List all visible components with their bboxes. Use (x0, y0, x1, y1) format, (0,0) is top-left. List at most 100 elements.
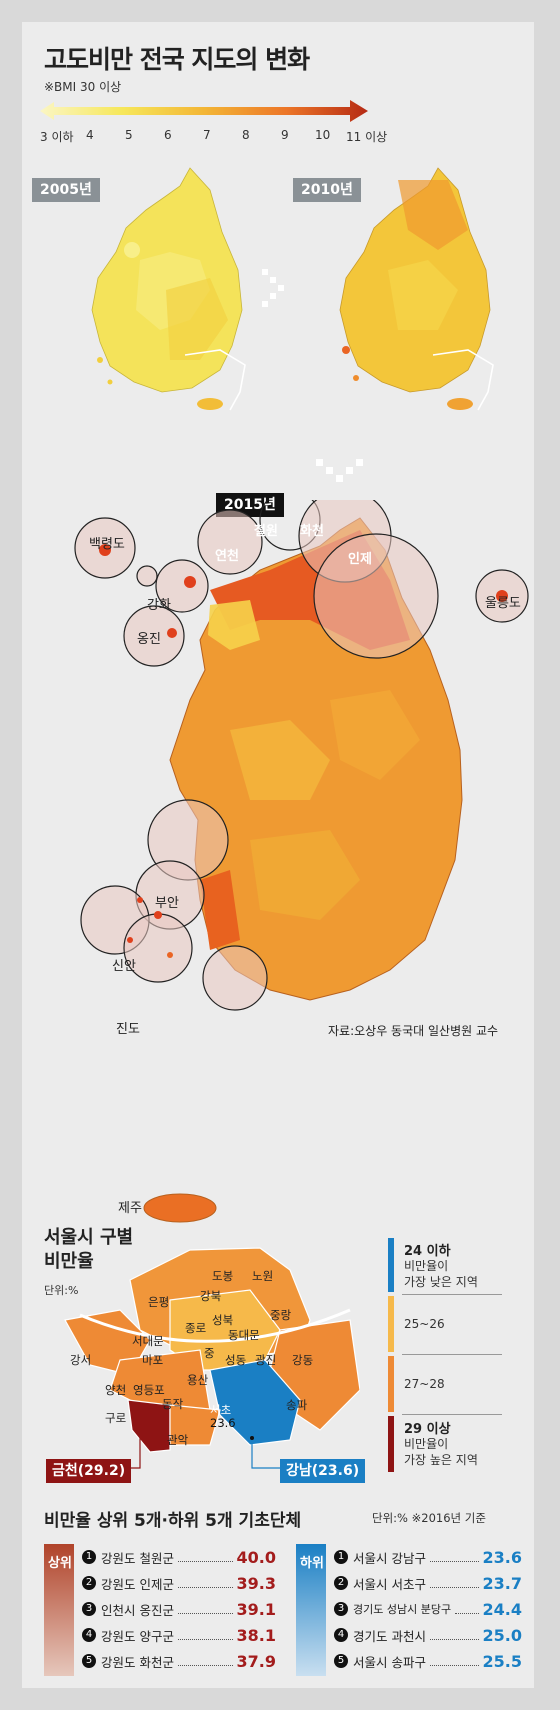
source-credit: 자료:오상우 동국대 일산병원 교수 (328, 1024, 499, 1038)
district-nowon: 노원 (252, 1269, 274, 1283)
seoul-title-line1: 서울시 구별 (44, 1227, 134, 1248)
scale-label-8: 11 이상 (346, 130, 388, 144)
seoul-legend: 24 이하 비만율이 가장 낮은 지역 25~26 27~28 29 이상 비만… (388, 1238, 508, 1472)
seoul-unit: 단위:% (44, 1284, 79, 1297)
scale-label-6: 9 (281, 128, 289, 142)
rank-number: 5 (82, 1654, 96, 1668)
district-seodaemun: 서대문 (132, 1334, 164, 1348)
callout-geumcheon: 금천(29.2) (46, 1459, 132, 1483)
region-value: 25.0 (482, 1625, 522, 1645)
legend-bar-mid2 (388, 1356, 394, 1412)
district-gangseo: 강서 (70, 1353, 92, 1367)
district-dobong: 도봉 (212, 1269, 234, 1283)
seoul-title: 서울시 구별 비만율 (44, 1226, 133, 1274)
region-name: 서울시 송파구 (353, 1654, 426, 1670)
region-label-yeoncheon: 연천 (215, 549, 239, 564)
rank-number: 3 (334, 1602, 348, 1616)
korea-map-2015 (74, 500, 529, 1223)
legend-low-title: 24 이하 (404, 1244, 451, 1259)
rank-number: 1 (334, 1550, 348, 1564)
legend-divider-1 (402, 1294, 502, 1295)
legend-bar-low (388, 1238, 394, 1292)
legend-bar-mid1 (388, 1296, 394, 1352)
district-gangdong: 강동 (292, 1353, 314, 1367)
region-value: 23.7 (482, 1573, 522, 1593)
district-jungnang: 중랑 (270, 1308, 292, 1322)
legend-mid1-title: 25~26 (404, 1317, 445, 1331)
rank-number: 2 (334, 1576, 348, 1590)
district-seocho-value: 23.6 (210, 1416, 236, 1430)
legend-low-desc2: 가장 낮은 지역 (404, 1275, 478, 1289)
region-label-ongjin: 옹진 (137, 632, 161, 647)
page-subtitle: ※BMI 30 이상 (44, 80, 122, 94)
legend-low-desc1: 비만율이 (404, 1259, 449, 1273)
list-item: 5 강원도 화천군 37.9 (82, 1648, 276, 1674)
list-item: 4 경기도 과천시 25.0 (334, 1622, 522, 1648)
region-label-jindo: 진도 (116, 1022, 140, 1037)
scale-label-5: 8 (242, 128, 250, 142)
korea-map-2005 (91, 167, 246, 411)
region-label-jeju: 제주 (118, 1201, 142, 1216)
district-gwangjin: 광진 (255, 1353, 277, 1367)
top-list: 1 강원도 철원군 40.0 2 강원도 인제군 39.3 3 인천시 옹진군 39.1 4… (82, 1544, 276, 1674)
district-gangbuk: 강북 (200, 1289, 222, 1303)
scale-label-0: 3 이하 (40, 130, 74, 144)
list-item: 1 서울시 강남구 23.6 (334, 1544, 522, 1570)
district-eunpyeong: 은평 (148, 1295, 170, 1309)
scale-label-2: 5 (125, 128, 133, 142)
district-dongjak: 동작 (162, 1397, 184, 1411)
region-name: 강원도 철원군 (101, 1550, 174, 1566)
scale-label-4: 7 (203, 128, 211, 142)
region-label-inje: 인제 (348, 552, 372, 567)
legend-high-desc2: 가장 높은 지역 (404, 1453, 478, 1467)
top-label: 상위 (48, 1556, 72, 1571)
rank-number: 3 (82, 1602, 96, 1616)
map-year-2005: 2005년 (32, 178, 100, 202)
region-label-baengnyeong: 백령도 (89, 537, 125, 552)
rank-number: 2 (82, 1576, 96, 1590)
region-value: 24.4 (482, 1599, 522, 1619)
region-name: 강원도 화천군 (101, 1654, 174, 1670)
district-jung: 중 (204, 1346, 215, 1360)
district-seongbuk: 성북 (212, 1313, 234, 1327)
callout-leaders (125, 1430, 280, 1469)
region-name: 인천시 옹진군 (101, 1602, 174, 1618)
seoul-district-map (64, 1247, 360, 1453)
district-jongno: 종로 (185, 1321, 207, 1335)
region-label-buan: 부안 (155, 896, 179, 911)
region-value: 40.0 (236, 1547, 276, 1567)
rank-number: 5 (334, 1654, 348, 1668)
region-label-ganghwa: 강화 (147, 598, 171, 613)
district-mapo: 마포 (142, 1353, 164, 1367)
list-item: 5 서울시 송파구 25.5 (334, 1648, 522, 1674)
region-name: 경기도 과천시 (353, 1628, 426, 1644)
list-item: 3 인천시 옹진군 39.1 (82, 1596, 276, 1622)
legend-high-desc1: 비만율이 (404, 1437, 449, 1451)
region-label-sinan: 신안 (112, 959, 136, 974)
district-dongdaemun: 동대문 (228, 1328, 260, 1342)
list-item: 4 강원도 양구군 38.1 (82, 1622, 276, 1648)
scale-label-1: 4 (86, 128, 94, 142)
region-value: 38.1 (236, 1625, 276, 1645)
bottom-list: 1 서울시 강남구 23.6 2 서울시 서초구 23.7 3 경기도 성남시 분당구 24… (334, 1544, 522, 1674)
legend-bar-high (388, 1416, 394, 1472)
bottom-band (296, 1544, 326, 1676)
bottom-label: 하위 (300, 1556, 324, 1571)
region-label-ulleungdo: 울릉도 (485, 596, 521, 611)
region-value: 23.6 (482, 1547, 522, 1567)
region-value: 39.3 (236, 1573, 276, 1593)
region-name: 서울시 강남구 (353, 1550, 426, 1566)
rank-number: 4 (334, 1628, 348, 1642)
ranking-title: 비만율 상위 5개·하위 5개 기초단체 (44, 1511, 302, 1531)
legend-divider-3 (402, 1414, 502, 1415)
arrow-right-icon (262, 269, 284, 307)
color-scale-bar (40, 100, 368, 122)
region-value: 37.9 (236, 1651, 276, 1671)
region-name: 강원도 인제군 (101, 1576, 174, 1592)
list-item: 3 경기도 성남시 분당구 24.4 (334, 1596, 522, 1622)
district-guro: 구로 (105, 1411, 127, 1425)
region-name: 경기도 성남시 분당구 (353, 1603, 452, 1616)
ranking-unit: 단위:% ※2016년 기준 (372, 1511, 486, 1525)
page-title: 고도비만 전국 지도의 변화 (44, 45, 310, 74)
list-item: 1 강원도 철원군 40.0 (82, 1544, 276, 1570)
